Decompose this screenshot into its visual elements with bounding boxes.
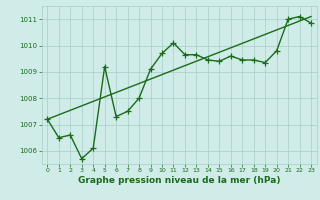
X-axis label: Graphe pression niveau de la mer (hPa): Graphe pression niveau de la mer (hPa)	[78, 176, 280, 185]
